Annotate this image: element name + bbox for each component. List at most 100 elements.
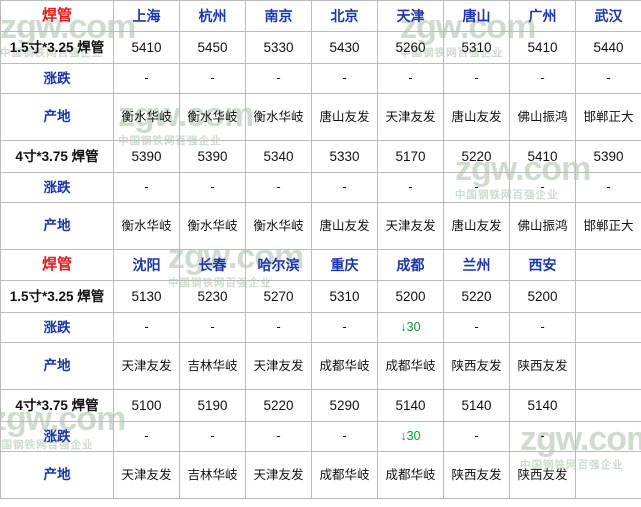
table1-row4-cell-7: - [575, 172, 641, 203]
table2-row3-cell-1: 5190 [179, 389, 246, 422]
table2-city-7 [575, 249, 641, 281]
table2-row3-cell-2: 5220 [245, 389, 312, 422]
table-row: 4寸*3.75 焊管 5100 5190 5220 5290 5140 5140… [0, 389, 641, 422]
table2-city-4: 成都 [377, 249, 444, 281]
table2-row1-cell-3: - [311, 312, 378, 343]
table2-row1-cell-0: - [113, 312, 180, 343]
table2-row2-cell-6: 陕西友发 [509, 342, 576, 390]
table1-row5-cell-2: 衡水华岐 [245, 202, 312, 250]
table1-row0-cell-1: 5450 [179, 31, 246, 64]
table1-city-4: 天津 [377, 0, 444, 32]
table1-row4-cell-5: - [443, 172, 510, 203]
table-row: 涨跌 - - - - ↓30 - - [0, 421, 641, 452]
table-row: 4寸*3.75 焊管 5390 5390 5340 5330 5170 5220… [0, 140, 641, 173]
table-row: 涨跌 - - - - - - - - [0, 63, 641, 94]
table2-city-6: 西安 [509, 249, 576, 281]
table-row: 涨跌 - - - - - - - - [0, 172, 641, 203]
table2-city-1: 长春 [179, 249, 246, 281]
table1-row4-cell-4: - [377, 172, 444, 203]
table-row: 产地 衡水华岐 衡水华岐 衡水华岐 唐山友发 天津友发 唐山友发 佛山振鸿 邯郸… [0, 202, 641, 250]
table2-row5-cell-3: 成都华岐 [311, 451, 378, 499]
table2-row5-cell-0: 天津友发 [113, 451, 180, 499]
table1-row5-cell-5: 唐山友发 [443, 202, 510, 250]
table1-row0-cell-0: 5410 [113, 31, 180, 64]
table2-row3-cell-3: 5290 [311, 389, 378, 422]
table1-row2-cell-0: 衡水华岐 [113, 93, 180, 141]
table2-row4-cell-6: - [509, 421, 576, 452]
table-row: 1.5寸*3.25 焊管 5410 5450 5330 5430 5260 53… [0, 31, 641, 64]
table1-row0-cell-6: 5410 [509, 31, 576, 64]
table2-row0-cell-0: 5130 [113, 280, 180, 313]
table2-row1-cell-6: - [509, 312, 576, 343]
table1-row0-cell-5: 5310 [443, 31, 510, 64]
table1-row1-cell-7: - [575, 63, 641, 94]
table2-row3-cell-4: 5140 [377, 389, 444, 422]
table1-row1-cell-1: - [179, 63, 246, 94]
table2-row0-cell-3: 5310 [311, 280, 378, 313]
table2-row3-cell-7 [575, 389, 641, 422]
table1-row5-cell-0: 衡水华岐 [113, 202, 180, 250]
table2-row4-label: 涨跌 [0, 421, 114, 452]
table1-row5-cell-4: 天津友发 [377, 202, 444, 250]
table1-row2-cell-2: 衡水华岐 [245, 93, 312, 141]
table2-row0-cell-1: 5230 [179, 280, 246, 313]
table1-row1-label: 涨跌 [0, 63, 114, 94]
table2-row1-cell-4: ↓30 [377, 312, 444, 343]
table2-row5-cell-5: 陕西友发 [443, 451, 510, 499]
table2-row0-cell-4: 5200 [377, 280, 444, 313]
table1-row3-cell-6: 5410 [509, 140, 576, 173]
table1-row4-cell-3: - [311, 172, 378, 203]
table1-row3-cell-0: 5390 [113, 140, 180, 173]
table2-row4-cell-4: ↓30 [377, 421, 444, 452]
table2-city-2: 哈尔滨 [245, 249, 312, 281]
table1-row3-cell-5: 5220 [443, 140, 510, 173]
table2-row2-label: 产地 [0, 342, 114, 390]
table2-row3-cell-6: 5140 [509, 389, 576, 422]
table2-city-5: 兰州 [443, 249, 510, 281]
table1-city-1: 杭州 [179, 0, 246, 32]
table1-city-6: 广州 [509, 0, 576, 32]
table1-city-2: 南京 [245, 0, 312, 32]
table2-row5-cell-4: 成都华岐 [377, 451, 444, 499]
table1-row2-cell-7: 邯郸正大 [575, 93, 641, 141]
table2-title: 焊管 [0, 249, 114, 281]
table2-row2-cell-7 [575, 342, 641, 390]
table1-row1-cell-3: - [311, 63, 378, 94]
table2-row0-cell-7 [575, 280, 641, 313]
table2-row4-cell-2: - [245, 421, 312, 452]
table1-row3-cell-2: 5340 [245, 140, 312, 173]
table2-row0-cell-2: 5270 [245, 280, 312, 313]
table1-title: 焊管 [0, 0, 114, 32]
table2-row4-cell-1: - [179, 421, 246, 452]
table1-row3-cell-3: 5330 [311, 140, 378, 173]
table-row: 产地 天津友发 吉林华岐 天津友发 成都华岐 成都华岐 陕西友发 陕西友发 [0, 342, 641, 390]
table2-row5-cell-2: 天津友发 [245, 451, 312, 499]
table2-row4-cell-0: - [113, 421, 180, 452]
table2-row3-cell-0: 5100 [113, 389, 180, 422]
table1-row5-label: 产地 [0, 202, 114, 250]
table2-row0-cell-6: 5200 [509, 280, 576, 313]
table2-row1-cell-2: - [245, 312, 312, 343]
table1-row4-cell-1: - [179, 172, 246, 203]
table1-row1-cell-5: - [443, 63, 510, 94]
table2-row1-cell-5: - [443, 312, 510, 343]
table1-city-7: 武汉 [575, 0, 641, 32]
table2-row4-cell-3: - [311, 421, 378, 452]
table1-row5-cell-6: 佛山振鸿 [509, 202, 576, 250]
table1-row2-cell-5: 唐山友发 [443, 93, 510, 141]
table2-row1-cell-7 [575, 312, 641, 343]
table2-row5-cell-7 [575, 451, 641, 499]
table1-row1-cell-2: - [245, 63, 312, 94]
table-row: 1.5寸*3.25 焊管 5130 5230 5270 5310 5200 52… [0, 280, 641, 313]
table1-row0-label: 1.5寸*3.25 焊管 [0, 31, 114, 64]
table2-row1-label: 涨跌 [0, 312, 114, 343]
table1-row2-label: 产地 [0, 93, 114, 141]
table1-row3-cell-1: 5390 [179, 140, 246, 173]
table2-row2-cell-5: 陕西友发 [443, 342, 510, 390]
table2-row2-cell-0: 天津友发 [113, 342, 180, 390]
table-row: 产地 天津友发 吉林华岐 天津友发 成都华岐 成都华岐 陕西友发 陕西友发 [0, 451, 641, 499]
table2-row1-cell-1: - [179, 312, 246, 343]
table1-row2-cell-1: 衡水华岐 [179, 93, 246, 141]
table1-row4-cell-2: - [245, 172, 312, 203]
